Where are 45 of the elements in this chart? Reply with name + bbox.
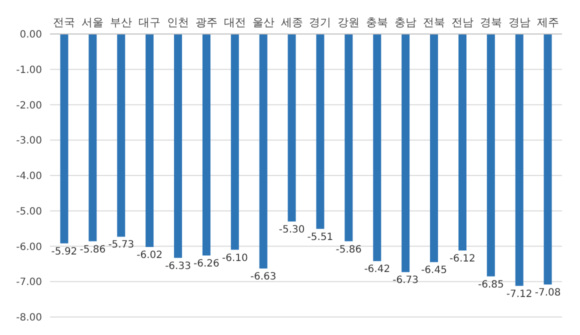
- x-tick-label: 세종: [280, 16, 303, 29]
- data-label: -5.30: [278, 224, 305, 236]
- data-label: -6.73: [392, 275, 419, 286]
- x-tick-label: 대구: [138, 16, 161, 29]
- x-tick-label: 충남: [394, 16, 417, 29]
- x-tick-label: 제주: [536, 16, 559, 29]
- x-tick-label: 충북: [366, 16, 388, 29]
- x-tick-label: 전북: [423, 16, 445, 29]
- data-label: -5.86: [336, 244, 362, 256]
- x-tick-label: 경남: [508, 16, 530, 29]
- data-label: -6.02: [136, 250, 163, 261]
- y-tick-label: -6.00: [16, 242, 42, 253]
- data-label: -5.86: [80, 244, 106, 256]
- y-tick-label: -7.00: [16, 277, 42, 288]
- data-label: -5.92: [51, 246, 78, 258]
- x-tick-label: 강원: [338, 16, 360, 29]
- data-label: -6.33: [165, 260, 191, 272]
- x-tick-label: 경기: [309, 16, 332, 29]
- data-label: -6.12: [450, 253, 476, 264]
- x-tick-label: 전국: [53, 16, 76, 29]
- x-tick-label: 서울: [82, 16, 104, 29]
- x-tick-label: 울산: [252, 16, 274, 29]
- data-label: -6.63: [250, 272, 276, 283]
- y-tick-label: -4.00: [16, 171, 42, 182]
- data-label: -7.12: [506, 288, 532, 300]
- y-tick-label: -5.00: [16, 206, 42, 218]
- x-tick-label: 부산: [110, 16, 132, 29]
- x-tick-label: 경북: [480, 16, 502, 29]
- y-tick-label: -8.00: [16, 312, 42, 324]
- x-tick-label: 인천: [167, 16, 189, 29]
- x-tick-label: 광주: [195, 16, 218, 29]
- y-tick-label: -3.00: [16, 136, 42, 147]
- data-label: -6.42: [364, 264, 390, 276]
- y-tick-label: 0.00: [20, 30, 42, 41]
- data-label: -7.08: [534, 287, 561, 298]
- x-tick-label: 전남: [451, 16, 474, 29]
- data-label: -5.73: [108, 240, 134, 251]
- data-label: -6.45: [421, 265, 447, 276]
- data-label: -6.10: [222, 252, 248, 264]
- data-label: -6.85: [478, 279, 504, 290]
- data-label: -5.51: [307, 232, 334, 243]
- y-tick-label: -1.00: [16, 64, 42, 76]
- data-label: -6.26: [194, 258, 220, 270]
- x-tick-label: 대전: [224, 16, 246, 29]
- y-tick-label: -2.00: [16, 100, 42, 112]
